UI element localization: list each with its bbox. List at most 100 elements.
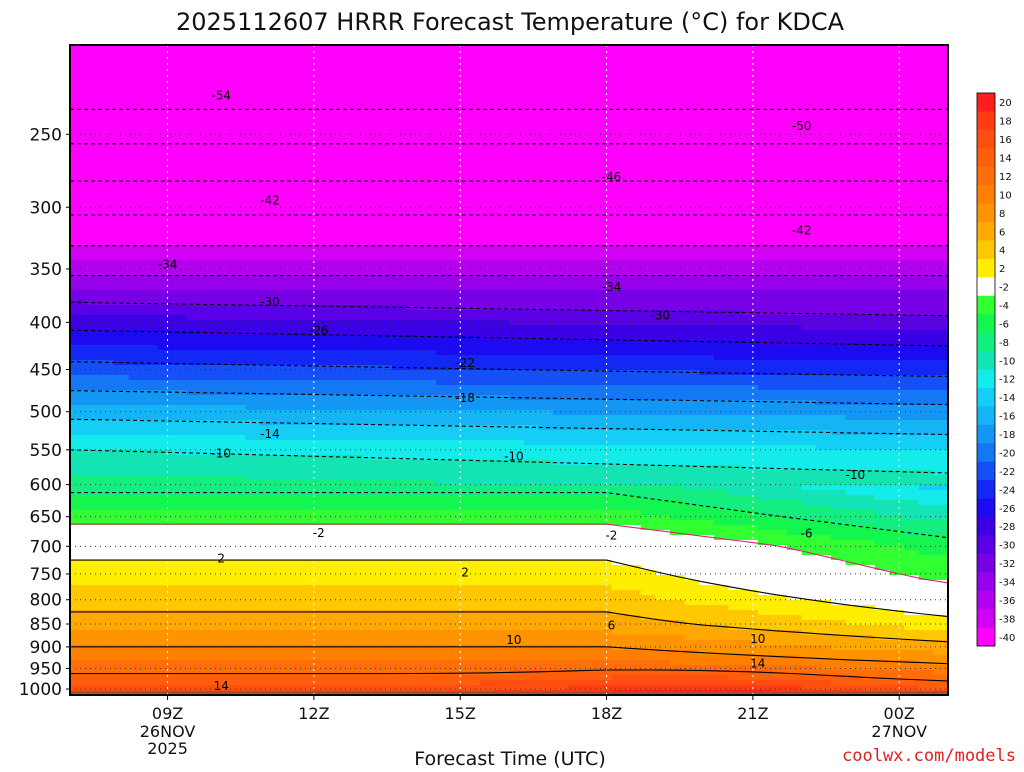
- field-cell: [801, 125, 817, 131]
- field-cell: [523, 75, 539, 81]
- field-cell: [201, 380, 217, 386]
- field-cell: [187, 120, 203, 126]
- field-cell: [933, 95, 948, 101]
- field-cell: [582, 375, 598, 381]
- field-cell: [421, 245, 437, 251]
- field-cell: [801, 120, 817, 126]
- field-cell: [157, 420, 174, 426]
- field-cell: [699, 420, 715, 426]
- field-cell: [787, 65, 803, 71]
- field-cell: [772, 190, 788, 196]
- field-cell: [640, 125, 656, 131]
- field-cell: [918, 350, 934, 356]
- field-cell: [611, 310, 627, 316]
- field-cell: [421, 75, 437, 81]
- field-cell: [260, 275, 276, 281]
- field-cell: [201, 305, 217, 311]
- field-cell: [245, 245, 261, 251]
- field-cell: [318, 380, 334, 386]
- field-cell: [933, 180, 948, 186]
- field-cell: [787, 230, 803, 236]
- field-cell: [699, 75, 715, 81]
- field-cell: [406, 200, 422, 206]
- field-cell: [743, 350, 759, 356]
- field-cell: [845, 340, 861, 346]
- field-cell: [260, 55, 276, 61]
- field-cell: [509, 55, 525, 61]
- field-cell: [933, 230, 948, 236]
- field-cell: [830, 415, 847, 421]
- field-cell: [669, 330, 686, 336]
- field-cell: [757, 75, 773, 81]
- field-cell: [596, 250, 613, 256]
- field-cell: [757, 80, 773, 86]
- field-cell: [787, 390, 803, 396]
- field-cell: [289, 245, 305, 251]
- field-cell: [538, 205, 554, 211]
- field-cell: [611, 110, 627, 116]
- field-cell: [348, 325, 364, 331]
- field-cell: [772, 165, 788, 171]
- field-cell: [304, 255, 320, 261]
- field-cell: [860, 295, 876, 301]
- field-cell: [874, 380, 891, 386]
- field-cell: [172, 330, 188, 336]
- field-cell: [450, 435, 466, 441]
- field-cell: [669, 405, 686, 411]
- field-cell: [874, 185, 891, 191]
- field-cell: [84, 225, 100, 231]
- field-cell: [552, 435, 569, 441]
- field-cell: [362, 455, 378, 461]
- field-cell: [216, 170, 232, 176]
- field-cell: [699, 85, 715, 91]
- field-cell: [874, 325, 891, 331]
- field-cell: [143, 260, 159, 266]
- field-cell: [772, 195, 788, 201]
- field-cell: [172, 290, 188, 296]
- field-cell: [655, 440, 671, 446]
- field-cell: [626, 295, 642, 301]
- field-cell: [801, 75, 817, 81]
- field-cell: [391, 185, 408, 191]
- field-cell: [699, 385, 715, 391]
- field-cell: [377, 265, 393, 271]
- field-cell: [172, 180, 188, 186]
- field-cell: [904, 140, 920, 146]
- field-cell: [362, 220, 378, 226]
- field-cell: [757, 160, 773, 166]
- field-cell: [640, 355, 656, 361]
- field-cell: [626, 60, 642, 66]
- field-cell: [801, 80, 817, 86]
- field-cell: [611, 180, 627, 186]
- field-cell: [728, 85, 744, 91]
- field-cell: [391, 270, 408, 276]
- field-cell: [874, 55, 891, 61]
- field-cell: [713, 215, 730, 221]
- field-cell: [567, 235, 583, 241]
- field-cell: [655, 365, 671, 371]
- field-cell: [830, 150, 847, 156]
- field-cell: [523, 440, 539, 446]
- field-cell: [318, 440, 334, 446]
- field-cell: [801, 370, 817, 376]
- field-cell: [787, 300, 803, 306]
- field-cell: [582, 310, 598, 316]
- field-cell: [889, 300, 905, 306]
- field-cell: [245, 435, 261, 441]
- field-cell: [801, 155, 817, 161]
- field-cell: [465, 240, 481, 246]
- field-cell: [143, 455, 159, 461]
- field-cell: [626, 120, 642, 126]
- field-cell: [84, 400, 100, 406]
- field-cell: [509, 280, 525, 286]
- field-cell: [494, 320, 510, 326]
- field-cell: [596, 305, 613, 311]
- field-cell: [113, 350, 130, 356]
- field-cell: [655, 85, 671, 91]
- field-cell: [538, 70, 554, 76]
- field-cell: [933, 275, 948, 281]
- field-cell: [669, 90, 686, 96]
- field-cell: [70, 260, 86, 266]
- field-cell: [216, 440, 232, 446]
- field-cell: [157, 235, 174, 241]
